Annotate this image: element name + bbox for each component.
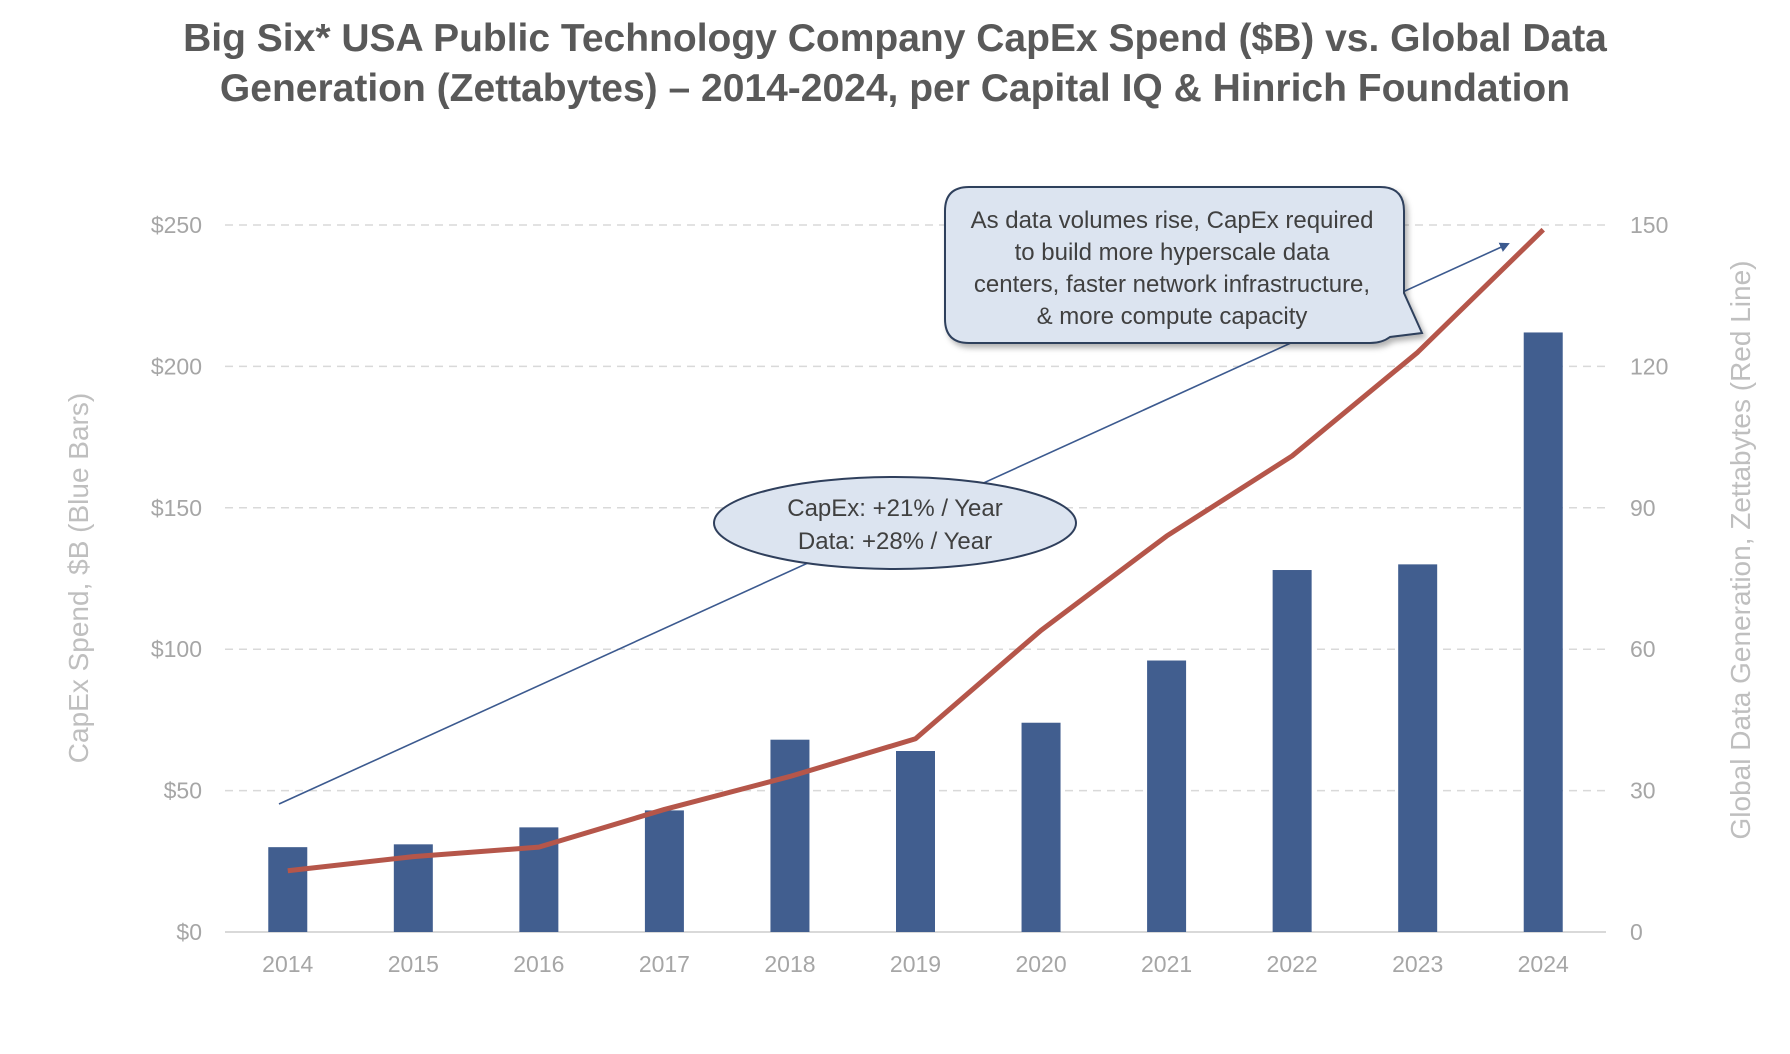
x-tick-label: 2017 <box>639 951 690 977</box>
callout-text: & more compute capacity <box>1037 303 1308 330</box>
callout-text: to build more hyperscale data <box>1015 239 1331 266</box>
callout-text: As data volumes rise, CapEx required <box>971 207 1374 234</box>
capex-bars <box>268 332 1563 932</box>
left-tick-label: $150 <box>151 495 202 521</box>
x-tick-label: 2022 <box>1267 951 1318 977</box>
x-tick-label: 2020 <box>1015 951 1066 977</box>
right-tick-label: 0 <box>1630 919 1643 945</box>
left-tick-label: $0 <box>176 919 202 945</box>
right-tick-label: 60 <box>1630 636 1656 662</box>
x-tick-label: 2024 <box>1518 951 1569 977</box>
title-line-2: Generation (Zettabytes) – 2014-2024, per… <box>219 67 1571 110</box>
growth-text: Data: +28% / Year <box>798 528 992 555</box>
bar-2020 <box>1021 722 1061 932</box>
right-tick-label: 30 <box>1630 778 1656 804</box>
bar-2022 <box>1272 570 1312 932</box>
bar-2021 <box>1147 660 1187 932</box>
callout-text: centers, faster network infrastructure, <box>974 271 1370 298</box>
data-line <box>287 227 1545 874</box>
right-tick-label: 90 <box>1630 495 1656 521</box>
x-tick-label: 2018 <box>764 951 815 977</box>
left-tick-label: $50 <box>164 778 202 804</box>
right-tick-label: 120 <box>1630 353 1668 379</box>
capex-callout <box>944 186 1424 344</box>
left-tick-label: $250 <box>151 212 202 238</box>
x-tick-label: 2021 <box>1141 951 1192 977</box>
bar-2018 <box>770 739 810 932</box>
left-axis-label: CapEx Spend, $B (Blue Bars) <box>63 393 94 763</box>
right-tick-label: 150 <box>1630 212 1668 238</box>
title-line-1: Big Six* USA Public Technology Company C… <box>183 17 1607 60</box>
right-axis-label: Global Data Generation, Zettabytes (Red … <box>1725 261 1756 840</box>
bar-2023 <box>1398 564 1438 932</box>
axis-ticks: $0 $50 $100 $150 $200 $250 0 30 60 90 120 150 2014 20… <box>151 212 1669 977</box>
annotations: CapEx: +21% / Year Data: +28% / Year As da… <box>713 186 1424 570</box>
x-tick-label: 2016 <box>513 951 564 977</box>
bar-2024 <box>1523 332 1563 932</box>
x-tick-label: 2019 <box>890 951 941 977</box>
left-tick-label: $100 <box>151 636 202 662</box>
growth-callout <box>713 476 1077 570</box>
x-tick-label: 2014 <box>262 951 313 977</box>
growth-text: CapEx: +21% / Year <box>787 495 1002 522</box>
bar-2019 <box>896 751 935 932</box>
bar-2014 <box>268 847 308 932</box>
bar-2017 <box>644 810 684 932</box>
left-tick-label: $200 <box>151 353 202 379</box>
x-tick-label: 2023 <box>1392 951 1443 977</box>
chart-title: Big Six* USA Public Technology Company C… <box>0 14 1790 114</box>
x-tick-label: 2015 <box>388 951 439 977</box>
